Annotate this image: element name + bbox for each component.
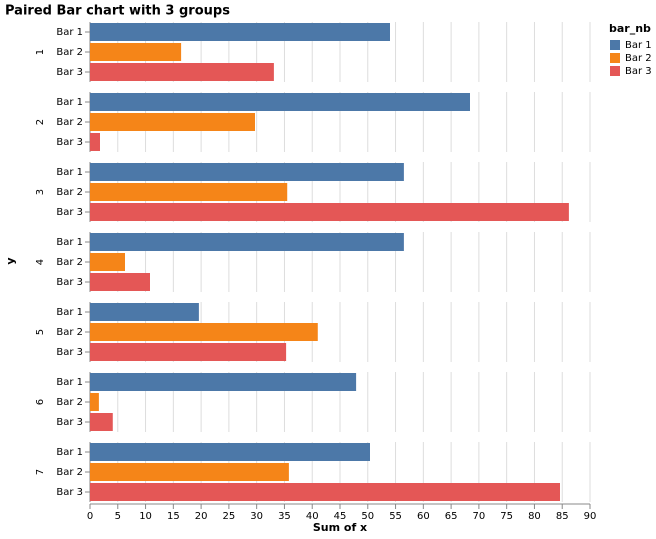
y-tick-label: Bar 3: [56, 207, 83, 218]
y-tick-label: Bar 3: [56, 137, 83, 148]
bar: [90, 253, 125, 271]
bar: [90, 43, 182, 61]
chart-title: Paired Bar chart with 3 groups: [5, 4, 230, 19]
y-tick-label: Bar 1: [56, 377, 83, 388]
y-tick-label: Bar 1: [56, 237, 83, 248]
x-tick-label: 0: [87, 511, 93, 522]
x-tick-label: 40: [306, 511, 319, 522]
bar: [90, 203, 569, 221]
x-tick-label: 65: [445, 511, 458, 522]
bar: [90, 63, 274, 81]
bar: [90, 23, 390, 41]
y-tick-label: Bar 2: [56, 117, 83, 128]
legend-swatch: [610, 66, 620, 76]
x-tick-label: 30: [250, 511, 263, 522]
y-tick-label: Bar 3: [56, 347, 83, 358]
y-tick-label: Bar 1: [56, 447, 83, 458]
y-tick-label: Bar 3: [56, 487, 83, 498]
facet-label: 4: [35, 259, 46, 265]
y-tick-label: Bar 3: [56, 417, 83, 428]
facet-label: 2: [35, 119, 46, 125]
bar: [90, 183, 288, 201]
bar: [90, 303, 199, 321]
y-tick-label: Bar 2: [56, 467, 83, 478]
y-tick-label: Bar 3: [56, 277, 83, 288]
x-tick-label: 60: [417, 511, 430, 522]
y-tick-label: Bar 2: [56, 47, 83, 58]
y-tick-label: Bar 1: [56, 307, 83, 318]
facet-label: 7: [35, 469, 46, 475]
x-tick-label: 75: [500, 511, 513, 522]
facet-label: 3: [35, 189, 46, 195]
y-tick-label: Bar 1: [56, 27, 83, 38]
y-tick-label: Bar 2: [56, 257, 83, 268]
bar: [90, 113, 255, 131]
facet-label: 1: [35, 49, 46, 55]
bar: [90, 413, 113, 431]
bar: [90, 93, 470, 111]
facet-label: 5: [35, 329, 46, 335]
bar: [90, 233, 404, 251]
legend-title: bar_nb: [609, 22, 651, 35]
legend-label: Bar 1: [625, 40, 652, 51]
bar: [90, 393, 99, 411]
bar: [90, 323, 318, 341]
bar: [90, 463, 289, 481]
x-axis-title: Sum of x: [313, 521, 367, 534]
bar: [90, 483, 560, 501]
x-tick-label: 70: [473, 511, 486, 522]
y-tick-label: Bar 2: [56, 327, 83, 338]
legend-label: Bar 3: [625, 66, 652, 77]
x-tick-label: 25: [223, 511, 236, 522]
y-tick-label: Bar 1: [56, 167, 83, 178]
y-tick-label: Bar 2: [56, 187, 83, 198]
x-tick-label: 5: [115, 511, 121, 522]
x-tick-label: 80: [528, 511, 541, 522]
y-tick-label: Bar 2: [56, 397, 83, 408]
x-tick-label: 35: [278, 511, 291, 522]
x-tick-label: 50: [361, 511, 374, 522]
x-tick-label: 90: [584, 511, 597, 522]
y-tick-label: Bar 3: [56, 67, 83, 78]
bar: [90, 443, 370, 461]
y-axis-title: y: [4, 257, 17, 264]
x-tick-label: 85: [556, 511, 569, 522]
y-tick-label: Bar 1: [56, 97, 83, 108]
bar: [90, 133, 100, 151]
x-tick-label: 20: [195, 511, 208, 522]
legend-label: Bar 2: [625, 53, 652, 64]
bar: [90, 343, 287, 361]
x-tick-label: 45: [334, 511, 347, 522]
facet-label: 6: [35, 399, 46, 405]
bar: [90, 273, 150, 291]
legend-swatch: [610, 40, 620, 50]
x-tick-label: 15: [167, 511, 180, 522]
x-tick-label: 55: [389, 511, 402, 522]
bar: [90, 163, 404, 181]
legend-swatch: [610, 53, 620, 63]
x-tick-label: 10: [139, 511, 152, 522]
bar: [90, 373, 357, 391]
